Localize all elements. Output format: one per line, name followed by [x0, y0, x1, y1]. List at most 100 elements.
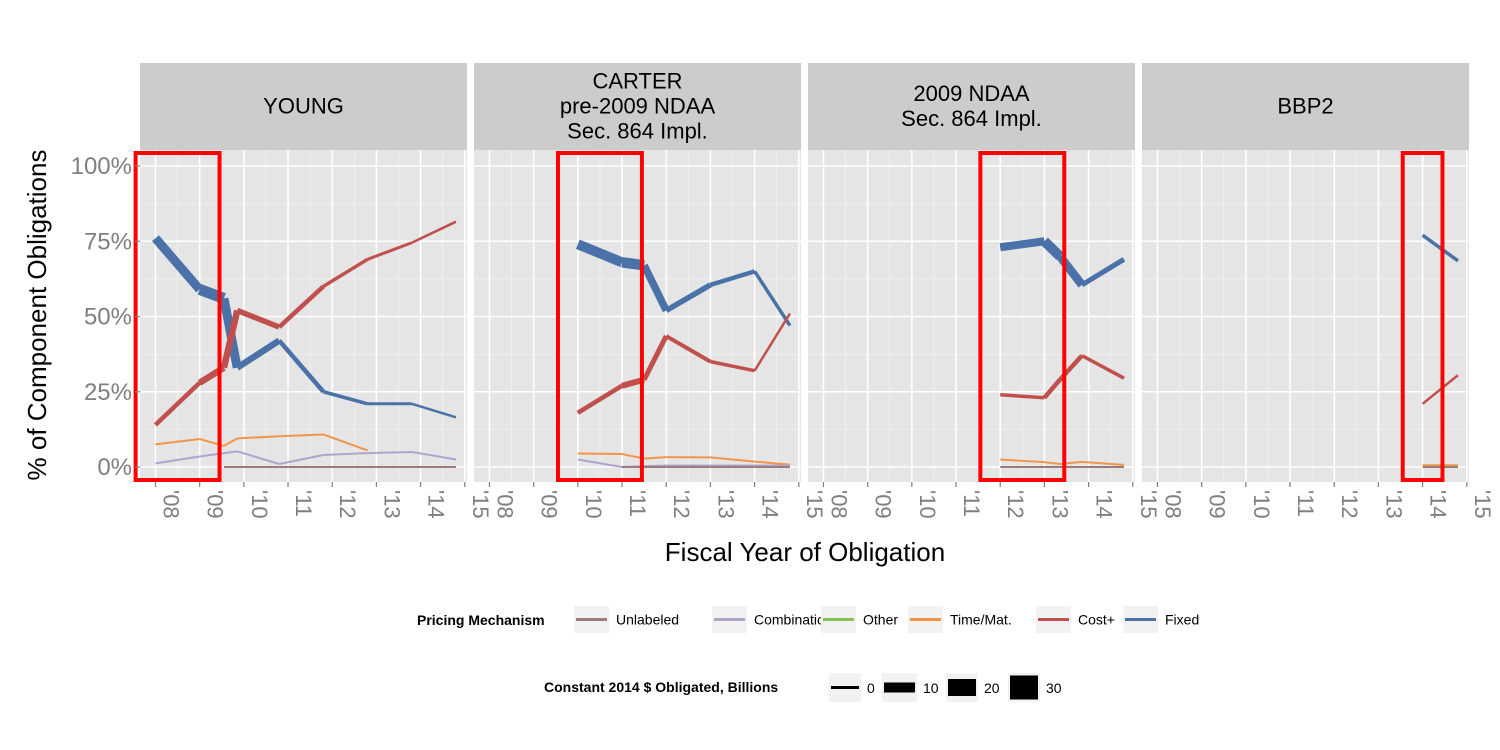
series-cost — [153, 220, 457, 427]
line-segment — [1042, 378, 1062, 400]
panel-title-line: YOUNG — [263, 94, 344, 119]
x-tick-label: '13 — [379, 490, 404, 519]
line-segment — [644, 456, 667, 460]
x-tick-label: '12 — [1337, 490, 1362, 519]
y-tick-label: 75% — [84, 228, 132, 255]
panel-strip — [808, 63, 1135, 150]
line-segment — [323, 433, 368, 452]
line-segment — [576, 383, 624, 415]
line-segment — [220, 309, 241, 369]
line-segment — [322, 390, 369, 406]
x-tick-label: '14 — [1426, 490, 1451, 519]
line-segment — [278, 453, 324, 465]
highlight-box — [978, 151, 1067, 482]
highlight-box — [555, 151, 644, 482]
line-segment — [237, 435, 280, 440]
x-tick-label: '10 — [915, 490, 940, 519]
legend-size-title: Constant 2014 $ Obligated, Billions — [544, 679, 778, 695]
line-segment — [277, 284, 325, 329]
legend-item-time-mat: Time/Mat. — [908, 606, 1012, 633]
series-time-mat — [577, 452, 791, 466]
x-tick-label: '08 — [1160, 490, 1185, 519]
legend-size-item: 20 — [946, 673, 1000, 702]
line-segment — [279, 433, 324, 438]
x-tick-label: '12 — [669, 490, 694, 519]
legend-item-label: Time/Mat. — [950, 612, 1012, 628]
legend-size-label: 30 — [1046, 680, 1062, 696]
x-tick-label: '14 — [1092, 490, 1117, 519]
legend-item-combination: Combination — [712, 606, 833, 633]
x-tick-label: '08 — [492, 490, 517, 519]
panel-title-line: 2009 NDAA — [913, 81, 1030, 106]
x-tick-label: '11 — [959, 490, 984, 517]
line-segment — [577, 452, 623, 456]
line-segment — [1040, 237, 1064, 260]
legend-item-label: Combination — [754, 612, 833, 628]
series-fixed — [1421, 233, 1459, 263]
chart-panels: YOUNG '08 '09 '10 '11 '12 '13 '14 '15 0% 25% 50% 75%… — [71, 63, 1495, 519]
x-axis-title: Fiscal Year of Obligation — [665, 537, 945, 567]
legend-item-cost: Cost+ — [1036, 606, 1115, 633]
line-segment — [411, 450, 457, 461]
x-tick-label: '14 — [424, 490, 449, 519]
line-segment — [709, 269, 756, 288]
panel-bbp2: BBP2 '08 '09 '10 '11 '12 '13 '14 '15 — [1142, 63, 1495, 519]
legend-size-label: 0 — [867, 680, 875, 696]
x-tick-label: '10 — [247, 490, 272, 519]
x-tick-label: '11 — [625, 490, 650, 517]
x-tick-label: '15 — [802, 490, 827, 519]
x-tick-label: '13 — [713, 490, 738, 519]
x-tick-label: '09 — [1205, 490, 1230, 519]
line-segment — [753, 312, 792, 372]
x-tick-label: '15 — [468, 490, 493, 519]
x-tick-label: '13 — [1047, 490, 1072, 519]
panel-title-line: BBP2 — [1277, 94, 1333, 119]
line-segment — [411, 402, 457, 419]
line-segment — [1080, 257, 1126, 288]
panel-strip — [1142, 63, 1469, 150]
line-segment — [710, 456, 755, 463]
legend-size-label: 20 — [984, 680, 1000, 696]
legend-item-label: Cost+ — [1078, 612, 1115, 628]
series-fixed — [575, 239, 792, 327]
line-segment — [999, 237, 1045, 252]
panel-title-line: Sec. 864 Impl. — [901, 106, 1042, 131]
series-time-mat — [1000, 458, 1125, 466]
x-tick-label: '11 — [291, 490, 316, 517]
line-segment — [1000, 393, 1045, 400]
panel-young: YOUNG '08 '09 '10 '11 '12 '13 '14 '15 0% 25% 50% 75%… — [71, 63, 493, 519]
x-tick-label: '10 — [1249, 490, 1274, 519]
legend-pricing-mechanism: Pricing Mechanism Unlabeled Combination Oth… — [417, 606, 1199, 633]
x-tick-label: '12 — [335, 490, 360, 519]
line-segment — [665, 334, 712, 364]
line-segment — [236, 307, 281, 330]
legend-size-label: 10 — [923, 680, 939, 696]
line-segment — [640, 263, 670, 313]
x-tick-label: '08 — [826, 490, 851, 519]
y-axis-title: % of Component Obligations — [22, 150, 52, 481]
line-segment — [641, 334, 669, 381]
line-segment — [1000, 458, 1045, 464]
x-tick-label: '12 — [1003, 490, 1028, 519]
line-segment — [323, 452, 368, 456]
panel-strip — [140, 63, 467, 150]
legend-item-label: Fixed — [1165, 612, 1199, 628]
legend-item-label: Other — [863, 612, 898, 628]
y-tick-label: 100% — [71, 153, 132, 180]
line-segment — [367, 241, 413, 261]
x-tick-label: '09 — [871, 490, 896, 519]
highlight-box — [1400, 151, 1445, 482]
panel-strip — [474, 63, 801, 150]
legend-item-unlabeled: Unlabeled — [574, 606, 679, 633]
line-segment — [664, 282, 712, 313]
line-segment — [153, 381, 202, 427]
x-tick-label: '13 — [1381, 490, 1406, 519]
x-tick-label: '08 — [158, 490, 183, 519]
line-segment — [710, 359, 755, 373]
line-segment — [1044, 461, 1060, 465]
line-segment — [155, 438, 200, 446]
line-segment — [753, 270, 792, 327]
series-cost — [576, 312, 792, 415]
